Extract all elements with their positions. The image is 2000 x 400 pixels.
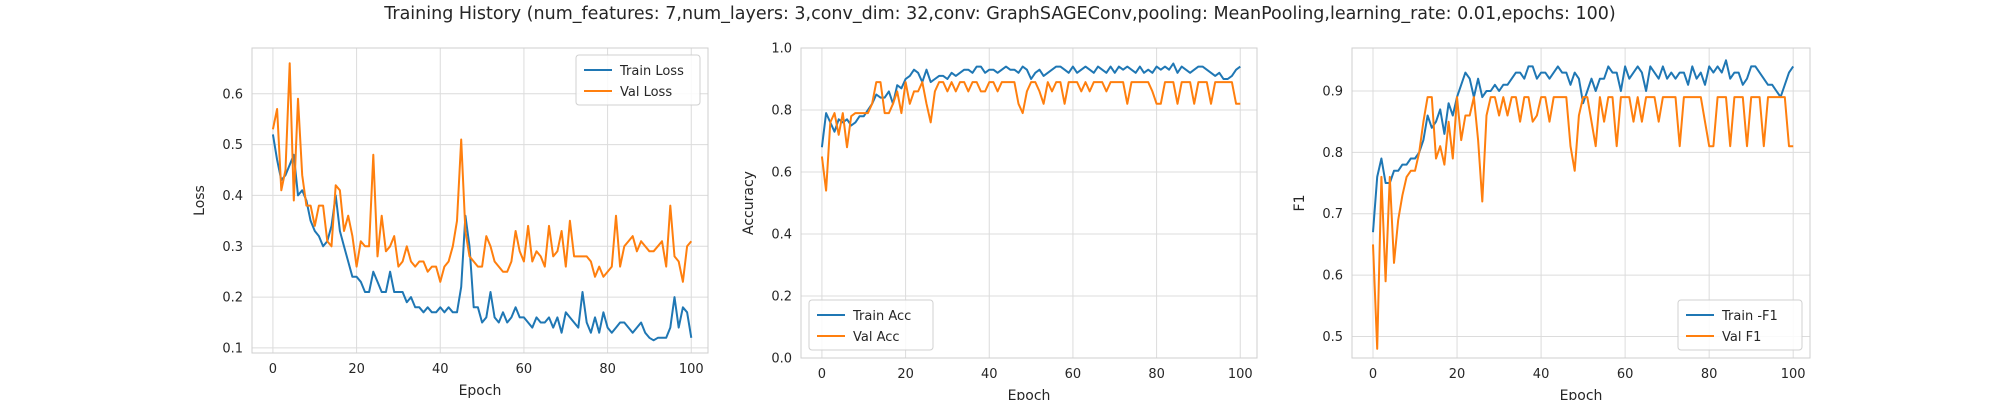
y-tick-label: 0.4 <box>771 228 792 243</box>
x-tick-label: 40 <box>1533 367 1550 382</box>
subplot-2: 0 20 40 60 80 100 0.0 0.2 0.4 0.6 0.8 1.0 Epoch Accur… <box>741 42 1258 400</box>
legend-label: Train Loss <box>619 64 684 79</box>
x-tick-label: 60 <box>1065 367 1082 382</box>
legend-box <box>808 299 934 351</box>
y-tick-label: 0.4 <box>222 189 243 204</box>
y-tick-label: 0.2 <box>771 290 792 305</box>
series-line-2 <box>271 62 693 283</box>
y-tick-label: 0.5 <box>1322 330 1343 345</box>
y-tick-label: 0.2 <box>222 291 243 306</box>
subplot-1: 0 20 40 60 80 100 0.1 0.2 0.3 0.4 0.5 0.6 Epoch Loss T… <box>192 47 709 399</box>
y-tick-label: 0.6 <box>771 166 792 181</box>
y-tick-label: 0.6 <box>1322 269 1343 284</box>
y-axis-label: F1 <box>1292 195 1308 212</box>
series-line-2 <box>1372 96 1794 350</box>
x-axis-label: Epoch <box>1560 388 1603 400</box>
series-line-1 <box>820 62 1241 148</box>
x-tick-label: 0 <box>269 362 277 377</box>
y-tick-label: 0.6 <box>222 87 243 102</box>
y-tick-label: 0.7 <box>1322 207 1343 222</box>
legend-label: Val F1 <box>1722 330 1761 345</box>
x-tick-label: 40 <box>432 362 449 377</box>
x-tick-label: 20 <box>897 367 914 382</box>
x-tick-label: 20 <box>348 362 365 377</box>
y-axis-label: Loss <box>192 185 208 216</box>
y-tick-label: 1.0 <box>771 42 792 57</box>
axes-frame <box>800 47 1258 359</box>
subplot-3: 0 20 40 60 80 100 0.5 0.6 0.7 0.8 0.9 Epoch F1 Train … <box>1292 47 1811 400</box>
y-tick-label: 0.1 <box>222 341 243 356</box>
x-tick-label: 80 <box>1701 367 1718 382</box>
axes-frame <box>1351 47 1811 359</box>
legend-label: Train -F1 <box>1721 309 1778 324</box>
x-tick-label: 0 <box>1369 367 1377 382</box>
y-tick-label: 0.3 <box>222 240 243 255</box>
series-line-1 <box>271 134 693 342</box>
x-axis-label: Epoch <box>1008 388 1051 400</box>
axes-frame <box>251 47 709 354</box>
y-tick-label: 0.8 <box>771 104 792 119</box>
legend-box <box>1677 299 1803 351</box>
x-tick-label: 60 <box>516 362 533 377</box>
figure-suptitle: Training History (num_features: 7,num_la… <box>384 4 1616 24</box>
x-axis-label: Epoch <box>459 383 502 399</box>
x-tick-label: 100 <box>679 362 704 377</box>
legend-box <box>575 54 701 106</box>
x-tick-label: 100 <box>1781 367 1806 382</box>
x-tick-label: 40 <box>981 367 998 382</box>
legend: Train Loss Val Loss <box>575 54 701 106</box>
legend: Train Acc Val Acc <box>808 299 934 351</box>
y-tick-label: 0.8 <box>1322 146 1343 161</box>
legend-label: Train Acc <box>852 309 911 324</box>
x-tick-label: 60 <box>1617 367 1634 382</box>
x-tick-label: 20 <box>1449 367 1466 382</box>
y-tick-label: 0.5 <box>222 138 243 153</box>
x-tick-label: 80 <box>599 362 616 377</box>
x-tick-label: 0 <box>818 367 826 382</box>
x-tick-label: 100 <box>1228 367 1253 382</box>
series-line-1 <box>1372 59 1795 233</box>
y-tick-label: 0.0 <box>771 352 792 367</box>
x-tick-label: 80 <box>1148 367 1165 382</box>
y-tick-label: 0.9 <box>1322 84 1343 99</box>
y-axis-label: Accuracy <box>741 171 757 235</box>
legend-label: Val Loss <box>620 85 672 100</box>
series-line-2 <box>820 81 1241 192</box>
legend-label: Val Acc <box>853 330 900 345</box>
legend: Train -F1 Val F1 <box>1677 299 1803 351</box>
